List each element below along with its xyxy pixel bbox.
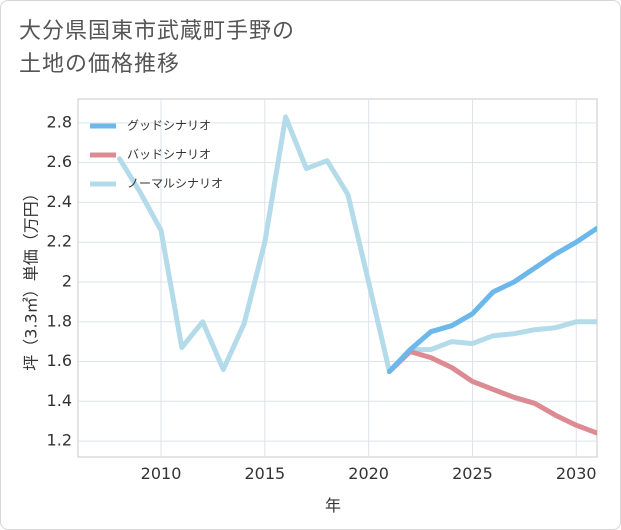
y-tick-label: 2.4 (47, 192, 72, 211)
y-tick-label: 2.8 (47, 112, 72, 131)
y-tick-label: 1.2 (47, 431, 72, 450)
series-line-2 (117, 114, 597, 374)
series-line-0 (386, 225, 597, 374)
x-axis-title: 年 (325, 496, 341, 515)
y-tick-label: 2.6 (47, 152, 72, 171)
chart-title-line-2: 土地の価格推移 (19, 52, 181, 77)
x-tick-label: 2010 (141, 464, 182, 483)
y-tick-label: 1.8 (47, 311, 72, 330)
x-tick-label: 2015 (244, 464, 285, 483)
y-tick-label: 2 (62, 271, 72, 290)
chart-title: 大分県国東市武蔵町手野の 土地の価格推移 (19, 15, 295, 81)
tick-labels: 1.2 1.4 1.6 1.8 2 2.2 2.4 2.6 2.8 2010 2015 2020 202… (47, 112, 597, 483)
legend-label: バッドシナリオ (127, 148, 211, 162)
y-axis-title: 坪（3.3㎡）単価（万円） (22, 185, 41, 370)
chart-title-line-1: 大分県国東市武蔵町手野の (19, 19, 296, 44)
x-tick-label: 2020 (348, 464, 389, 483)
x-tick-label: 2030 (556, 464, 597, 483)
y-tick-label: 2.2 (47, 232, 72, 251)
legend-label: ノーマルシナリオ (127, 177, 223, 191)
series-layer (117, 114, 597, 436)
x-tick-label: 2025 (452, 464, 493, 483)
y-tick-label: 1.6 (47, 351, 72, 370)
series-line-1 (386, 349, 597, 436)
y-tick-label: 1.4 (47, 391, 72, 410)
legend-label: グッドシナリオ (127, 119, 211, 133)
